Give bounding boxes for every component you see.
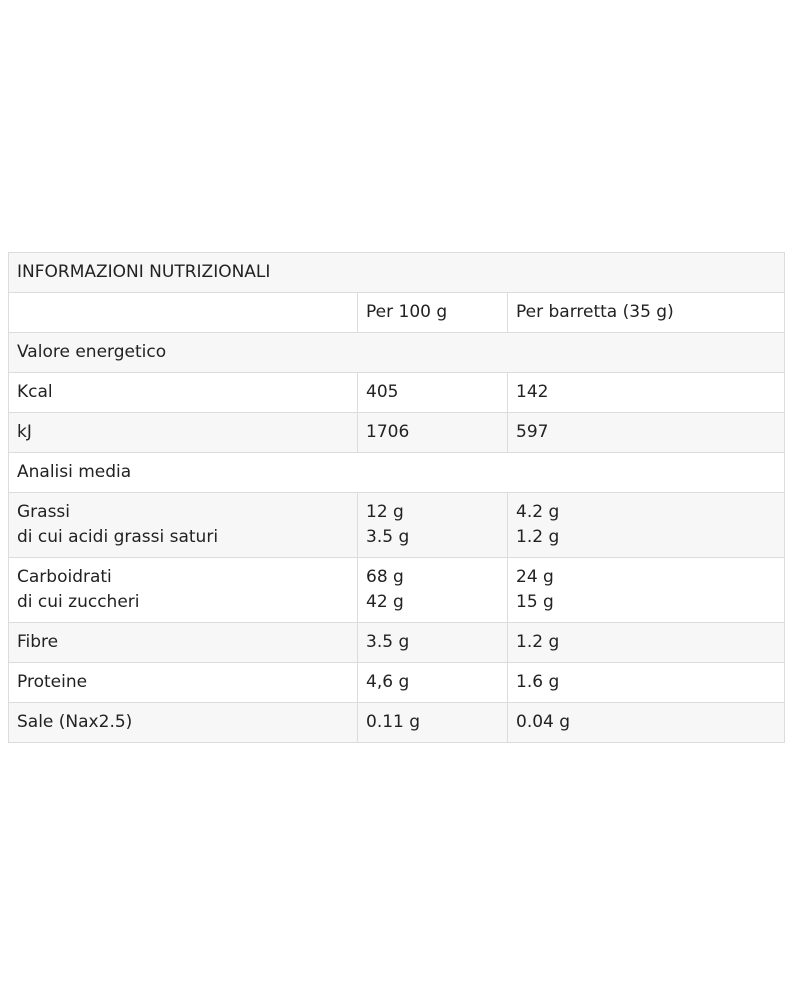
table-cell: 1.2 g — [507, 622, 785, 663]
value-per-100g: 0.11 g — [366, 712, 421, 732]
value-per-bar: 142 — [516, 382, 549, 402]
nutrient-label: Grassi — [17, 502, 71, 522]
table-cell: 142 — [507, 372, 785, 413]
nutrient-label: Proteine — [17, 672, 88, 692]
nutrient-label: di cui zuccheri — [17, 592, 140, 612]
table-row: Fibre 3.5 g 1.2 g — [8, 622, 785, 663]
table-row: Sale (Nax2.5) 0.11 g 0.04 g — [8, 702, 785, 743]
table-cell: 24 g 15 g — [507, 557, 785, 623]
table-cell: 68 g 42 g — [357, 557, 508, 623]
value-per-100g: 405 — [366, 382, 399, 402]
table-cell: Carboidrati di cui zuccheri — [8, 557, 358, 623]
value-per-bar: 15 g — [516, 592, 554, 612]
column-header: Per barretta (35 g) — [516, 302, 674, 322]
header-cell: Per barretta (35 g) — [507, 292, 785, 333]
table-cell: Proteine — [8, 662, 358, 703]
table-cell: 597 — [507, 412, 785, 453]
table-cell: 4,6 g — [357, 662, 508, 703]
table-row: Analisi media — [8, 452, 785, 493]
value-per-100g: 42 g — [366, 592, 404, 612]
header-cell: Per 100 g — [357, 292, 508, 333]
nutrition-table: INFORMAZIONI NUTRIZIONALI Per 100 g Per … — [8, 252, 785, 743]
title-cell: INFORMAZIONI NUTRIZIONALI — [8, 252, 785, 293]
value-per-100g: 12 g — [366, 502, 404, 522]
nutrient-label: Carboidrati — [17, 567, 112, 587]
table-row: Kcal 405 142 — [8, 372, 785, 413]
table-body: INFORMAZIONI NUTRIZIONALI Per 100 g Per … — [8, 252, 785, 743]
nutrient-label: Sale (Nax2.5) — [17, 712, 133, 732]
value-per-100g: 68 g — [366, 567, 404, 587]
table-cell: 1706 — [357, 412, 508, 453]
title-row: INFORMAZIONI NUTRIZIONALI — [8, 252, 785, 293]
table-row: Carboidrati di cui zuccheri 68 g 42 g 24 g 15… — [8, 557, 785, 623]
table-row: Proteine 4,6 g 1.6 g — [8, 662, 785, 703]
table-cell: Kcal — [8, 372, 358, 413]
value-per-100g: 3.5 g — [366, 632, 410, 652]
table-cell: Grassi di cui acidi grassi saturi — [8, 492, 358, 558]
value-per-bar: 4.2 g — [516, 502, 560, 522]
value-per-bar: 0.04 g — [516, 712, 571, 732]
nutrient-label: Kcal — [17, 382, 53, 402]
section-label: Analisi media — [17, 462, 132, 482]
table-cell: 1.6 g — [507, 662, 785, 703]
table-row: Grassi di cui acidi grassi saturi 12 g 3.5 … — [8, 492, 785, 558]
table-title: INFORMAZIONI NUTRIZIONALI — [17, 262, 271, 282]
value-per-bar: 1.6 g — [516, 672, 560, 692]
value-per-bar: 1.2 g — [516, 527, 560, 547]
table-cell: 4.2 g 1.2 g — [507, 492, 785, 558]
table-row: Valore energetico — [8, 332, 785, 373]
value-per-bar: 597 — [516, 422, 549, 442]
section-label: Valore energetico — [17, 342, 167, 362]
value-per-bar: 24 g — [516, 567, 554, 587]
column-header: Per 100 g — [366, 302, 448, 322]
nutrient-label: di cui acidi grassi saturi — [17, 527, 219, 547]
table-cell: Fibre — [8, 622, 358, 663]
header-row: Per 100 g Per barretta (35 g) — [8, 292, 785, 333]
table-cell: 405 — [357, 372, 508, 413]
section-cell: Valore energetico — [8, 332, 785, 373]
table-cell: 12 g 3.5 g — [357, 492, 508, 558]
table-cell: Sale (Nax2.5) — [8, 702, 358, 743]
section-cell: Analisi media — [8, 452, 785, 493]
value-per-100g: 4,6 g — [366, 672, 410, 692]
table-cell: 0.04 g — [507, 702, 785, 743]
table-cell: kJ — [8, 412, 358, 453]
header-cell — [8, 292, 358, 333]
value-per-bar: 1.2 g — [516, 632, 560, 652]
table-row: kJ 1706 597 — [8, 412, 785, 453]
value-per-100g: 3.5 g — [366, 527, 410, 547]
nutrient-label: Fibre — [17, 632, 59, 652]
value-per-100g: 1706 — [366, 422, 410, 442]
table-cell: 0.11 g — [357, 702, 508, 743]
table-cell: 3.5 g — [357, 622, 508, 663]
nutrient-label: kJ — [17, 422, 32, 442]
